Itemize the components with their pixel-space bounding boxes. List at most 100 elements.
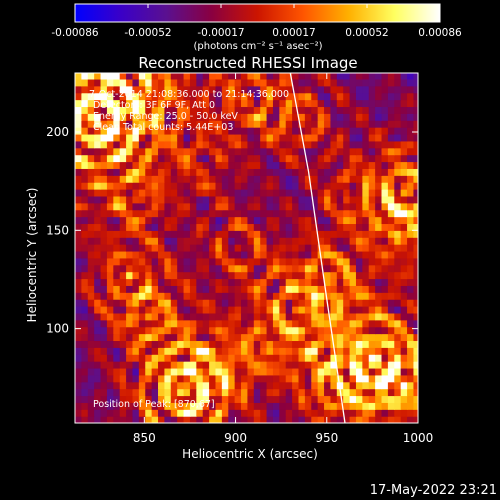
heatmap-cell <box>241 416 249 423</box>
heatmap-cell <box>119 264 127 273</box>
heatmap-cell <box>228 306 236 314</box>
heatmap-cell <box>355 120 363 128</box>
heatmap-cell <box>349 78 357 87</box>
heatmap-cell <box>349 306 357 314</box>
heatmap-cell <box>272 374 280 383</box>
heatmap-cell <box>266 92 274 101</box>
heatmap-cell <box>81 78 89 87</box>
heatmap-cell <box>234 161 242 169</box>
heatmap-cell <box>113 326 121 335</box>
heatmap-cell <box>260 264 268 273</box>
heatmap-cell <box>413 271 418 280</box>
heatmap-cell <box>196 230 204 238</box>
heatmap-cell <box>196 292 204 300</box>
heatmap-cell <box>138 395 146 403</box>
heatmap-cell <box>158 216 165 225</box>
heatmap-cell <box>311 106 319 114</box>
heatmap-cell <box>407 85 415 94</box>
heatmap-cell <box>170 223 178 231</box>
heatmap-cell <box>349 312 357 321</box>
heatmap-cell <box>330 312 338 321</box>
heatmap-cell <box>189 168 197 176</box>
heatmap-cell <box>189 209 197 218</box>
heatmap-cell <box>215 182 223 190</box>
heatmap-cell <box>279 271 287 280</box>
heatmap-cell <box>292 147 300 156</box>
heatmap-cell <box>113 85 121 94</box>
heatmap-cell <box>324 347 332 355</box>
heatmap-cell <box>247 278 255 286</box>
heatmap-cell <box>164 237 172 245</box>
heatmap-cell <box>94 381 102 390</box>
heatmap-cell <box>336 367 344 376</box>
heatmap-cell <box>138 306 146 314</box>
heatmap-cell <box>183 312 191 321</box>
heatmap-cell <box>279 416 287 423</box>
heatmap-cell <box>87 326 95 335</box>
heatmap-cell <box>292 299 300 307</box>
heatmap-cell <box>183 278 191 286</box>
heatmap-cell <box>75 216 82 225</box>
heatmap-cell <box>119 340 127 348</box>
heatmap-cell <box>75 340 82 348</box>
heatmap-cell <box>247 92 255 101</box>
heatmap-cell <box>170 133 178 142</box>
heatmap-cell <box>132 395 140 403</box>
heatmap-cell <box>317 306 325 314</box>
heatmap-cell <box>394 202 402 211</box>
heatmap-cell <box>292 306 300 314</box>
heatmap-cell <box>81 299 89 307</box>
heatmap-cell <box>177 73 185 80</box>
heatmap-cell <box>209 312 217 321</box>
heatmap-cell <box>215 299 223 307</box>
heatmap-cell <box>375 223 383 231</box>
heatmap-cell <box>298 250 306 259</box>
heatmap-cell <box>75 230 82 238</box>
heatmap-cell <box>126 319 134 328</box>
heatmap-cell <box>215 216 223 225</box>
heatmap-cell <box>241 374 249 383</box>
heatmap-cell <box>196 127 204 135</box>
heatmap-cell <box>260 381 268 390</box>
heatmap-cell <box>119 402 127 410</box>
heatmap-cell <box>381 312 389 321</box>
heatmap-cell <box>368 257 376 266</box>
heatmap-cell <box>183 367 191 376</box>
heatmap-cell <box>247 202 255 211</box>
heatmap-cell <box>247 367 255 376</box>
heatmap-cell <box>177 395 185 403</box>
heatmap-cell <box>292 202 300 211</box>
heatmap-cell <box>279 312 287 321</box>
heatmap-cell <box>145 292 153 300</box>
heatmap-cell <box>279 381 287 390</box>
heatmap-cell <box>241 319 249 328</box>
heatmap-cell <box>400 285 408 293</box>
heatmap-cell <box>75 361 82 369</box>
heatmap-cell <box>189 92 197 101</box>
heatmap-cell <box>298 271 306 280</box>
heatmap-cell <box>324 237 332 245</box>
heatmap-cell <box>394 278 402 286</box>
heatmap-cell <box>368 99 376 108</box>
heatmap-cell <box>272 402 280 410</box>
heatmap-cell <box>119 140 127 149</box>
heatmap-cell <box>260 333 268 342</box>
heatmap-cell <box>394 374 402 383</box>
heatmap-cell <box>394 140 402 149</box>
heatmap-cell <box>209 250 217 259</box>
heatmap-cell <box>375 92 383 101</box>
heatmap-cell <box>241 85 249 94</box>
heatmap-cell <box>400 388 408 397</box>
heatmap-cell <box>100 374 108 383</box>
heatmap-cell <box>311 381 319 390</box>
heatmap-cell <box>292 140 300 149</box>
heatmap-cell <box>158 299 165 307</box>
heatmap-cell <box>113 257 121 266</box>
heatmap-cell <box>215 333 223 342</box>
heatmap-cell <box>228 271 236 280</box>
heatmap-cell <box>375 285 383 293</box>
heatmap-cell <box>189 312 197 321</box>
heatmap-cell <box>145 264 153 273</box>
heatmap-cell <box>330 264 338 273</box>
heatmap-cell <box>151 285 159 293</box>
